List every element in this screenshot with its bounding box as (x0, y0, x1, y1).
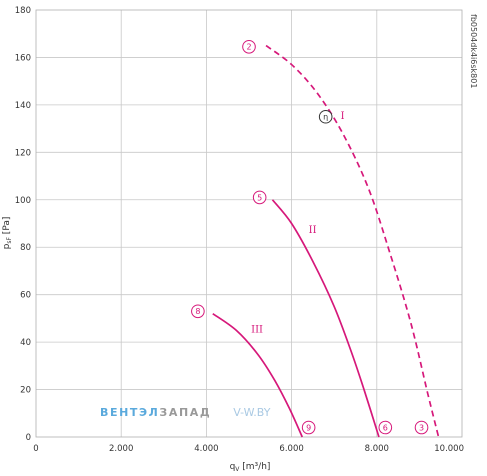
y-tick-label: 20 (20, 386, 31, 396)
y-tick-label: 180 (15, 6, 31, 16)
series-end-marker-III (301, 420, 316, 435)
series-start-marker-III (191, 304, 205, 319)
series-line-III (212, 312, 304, 438)
series-markers: I 2 3 η II 5 6 III 8 9 (191, 39, 429, 435)
y-axis-label: psF [Pa] (2, 217, 13, 250)
watermark-part-3: V-W.BY (233, 406, 270, 419)
x-tick-label: 10.000 (434, 444, 464, 454)
series-end-marker-III-text: 9 (306, 423, 311, 432)
watermark: ВЕНТЭЛЗАПАД V-W.BY (100, 406, 271, 419)
series-start-marker-III-text: 8 (195, 307, 200, 316)
x-axis-label-sub: V (235, 466, 240, 473)
series-start-marker-II-text: 5 (257, 193, 262, 202)
x-axis-label-unit: [m³/h] (242, 462, 270, 472)
y-tick-label: 140 (15, 101, 31, 111)
watermark-part-2: ЗАПАД (159, 406, 211, 419)
series-start-marker-I-text: 2 (246, 43, 251, 52)
y-tick-label: 100 (15, 196, 31, 206)
series-curves (212, 44, 440, 438)
y-tick-label: 80 (20, 243, 31, 253)
y-tick-label: 160 (15, 53, 31, 63)
x-axis-label: qV [m³/h] (230, 462, 271, 473)
plot-frame (35, 9, 463, 438)
series-start-marker-I (242, 39, 256, 54)
y-axis-label-unit: [Pa] (2, 217, 12, 235)
y-tick-label: 0 (26, 433, 31, 443)
x-tick-label: 2.000 (109, 444, 133, 454)
series-label-III: III (251, 325, 263, 336)
y-tick-label: 40 (20, 338, 31, 348)
series-end-marker-I-text: 3 (419, 423, 424, 432)
series-line-II (271, 199, 380, 438)
x-axis-ticks: 0 2.000 4.000 6.000 8.000 10.000 (33, 444, 464, 454)
y-tick-label: 120 (15, 148, 31, 158)
x-tick-label: 6.000 (279, 444, 303, 454)
y-axis-label-sub: sF (6, 237, 13, 244)
series-label-I: I (341, 111, 345, 122)
x-tick-label: 0 (33, 444, 38, 454)
series-end-marker-II-text: 6 (383, 423, 388, 432)
series-start-marker-II (252, 190, 267, 205)
efficiency-marker-text: η (323, 113, 328, 122)
efficiency-marker (318, 109, 333, 124)
series-end-marker-I (414, 420, 429, 435)
series-end-marker-II (378, 420, 393, 435)
x-tick-label: 8.000 (365, 444, 389, 454)
y-axis-label-symbol: p (2, 243, 12, 249)
series-line-I (265, 44, 440, 438)
x-axis-label-symbol: q (230, 462, 236, 472)
x-tick-label: 4.000 (194, 444, 218, 454)
series-label-II: II (309, 225, 317, 236)
chart-code-label: fb0504dk4i6sk801 (469, 14, 478, 88)
grid (36, 10, 462, 437)
watermark-part-1: ВЕНТЭЛ (100, 406, 159, 419)
y-tick-label: 60 (20, 291, 31, 301)
svg-text:psF [Pa]: psF [Pa] (2, 217, 13, 250)
y-axis-ticks: 0 20 40 60 80 100 120 140 160 180 (15, 6, 31, 443)
